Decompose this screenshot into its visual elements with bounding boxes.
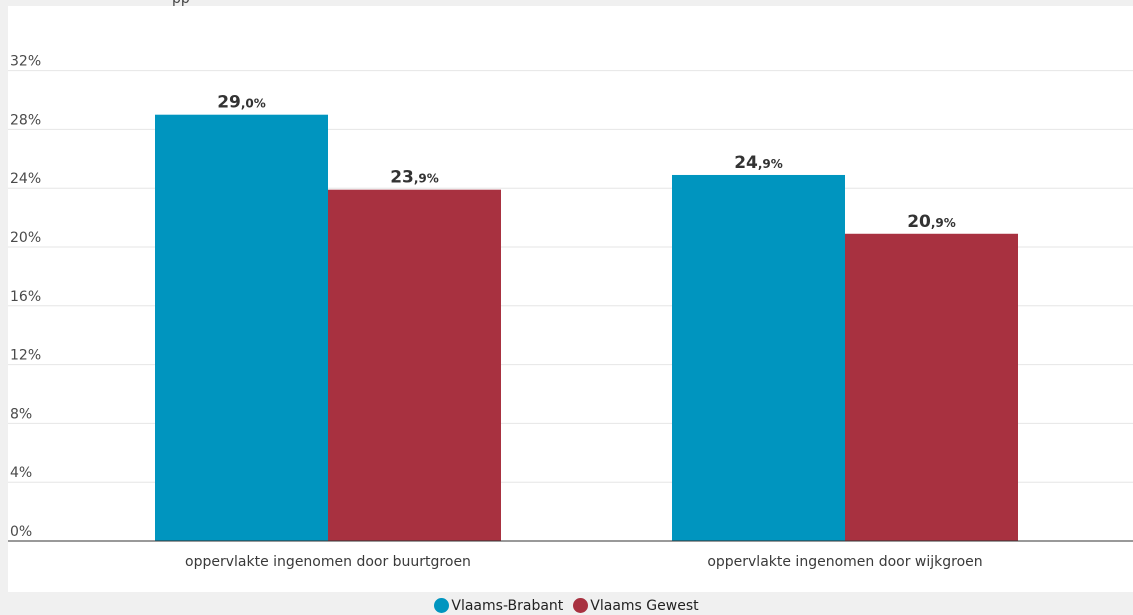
data-label: 20,9% (907, 212, 956, 232)
bar-chart: 0% 4% 8% 12% 16% 20% 24% 28% 32% 29,0% 24,9% 23,9% 2… (8, 54, 1133, 570)
bar (328, 189, 501, 542)
x-category-label: oppervlakte ingenomen door wijkgroen (707, 554, 982, 570)
y-tick-label: 32% (10, 54, 41, 70)
legend-swatch-icon (434, 598, 450, 613)
y-tick-label: 12% (10, 348, 41, 364)
x-category-label: oppervlakte ingenomen door buurtgroen (185, 554, 471, 570)
data-label: 23,9% (390, 168, 439, 188)
clipped-heading-text: pp (172, 0, 190, 6)
bar (155, 114, 328, 541)
y-tick-label: 28% (10, 112, 41, 128)
data-label: 24,9% (734, 153, 783, 173)
y-tick-label: 4% (10, 465, 32, 481)
legend-swatch-icon (573, 598, 589, 613)
plot-panel: 0% 4% 8% 12% 16% 20% 24% 28% 32% 29,0% 24,9% 23,9% 2… (8, 6, 1133, 592)
legend-item[interactable]: Vlaams Gewest (573, 597, 699, 614)
y-tick-label: 24% (10, 171, 41, 187)
y-tick-label: 16% (10, 289, 41, 305)
legend-label: Vlaams-Brabant (451, 597, 564, 614)
y-tick-label: 0% (10, 524, 32, 540)
legend-label: Vlaams Gewest (590, 597, 699, 614)
y-tick-label: 20% (10, 230, 41, 246)
legend-item[interactable]: Vlaams-Brabant (434, 598, 563, 614)
bar (845, 233, 1018, 541)
legend: Vlaams-Brabant Vlaams Gewest (0, 596, 1133, 615)
data-label: 29,0% (217, 93, 266, 113)
bar (672, 174, 845, 541)
y-tick-label: 8% (10, 406, 32, 422)
